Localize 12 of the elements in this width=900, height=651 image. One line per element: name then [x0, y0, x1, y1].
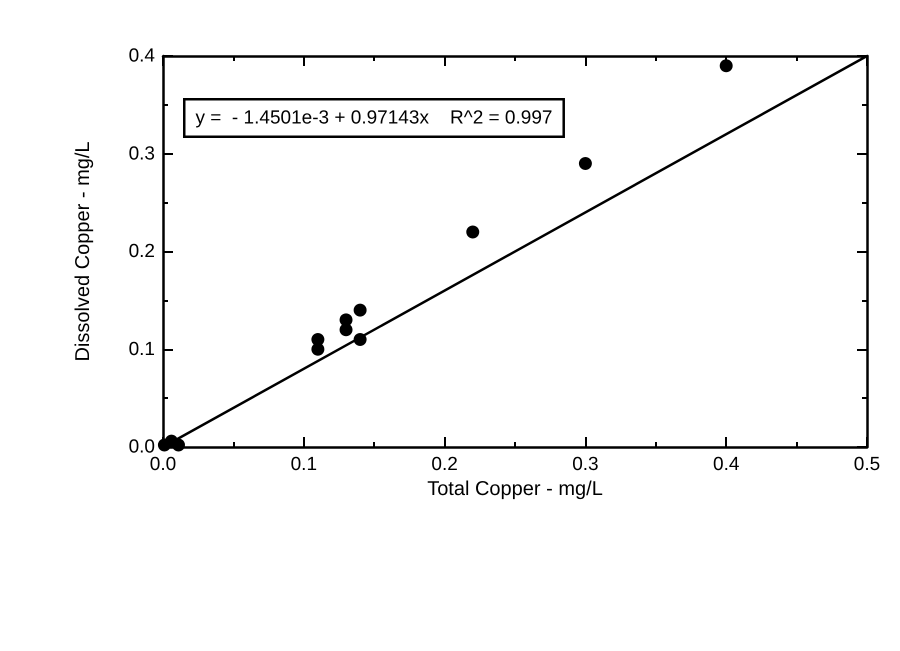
y-tick-label: 0.4 — [128, 46, 156, 66]
y-tick-label: 0.2 — [128, 241, 155, 262]
y-axis-title: Dissolved Copper - mg/L — [72, 141, 94, 362]
x-tick-label: 0.4 — [712, 454, 740, 475]
x-tick-label: 0.1 — [290, 454, 318, 475]
x-axis-title: Total Copper - mg/L — [427, 478, 603, 500]
y-tick-label: 0.1 — [128, 338, 155, 360]
x-tick-label: 0.5 — [854, 454, 880, 475]
y-tick-label: 0.3 — [128, 143, 155, 164]
annotation: y = - 1.4501e-3 + 0.97143x R^2 = 0.997 — [196, 108, 552, 128]
x-tick-label: 0.2 — [431, 454, 458, 475]
x-tick-label: 0.3 — [572, 454, 599, 475]
